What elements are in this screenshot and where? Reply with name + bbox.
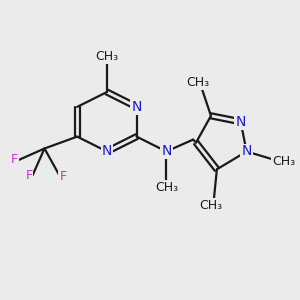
Text: CH₃: CH₃ [186,76,209,89]
Text: N: N [242,145,252,158]
Text: N: N [102,145,112,158]
Text: F: F [59,170,67,183]
Text: F: F [26,169,33,182]
Text: N: N [236,115,246,129]
Text: F: F [11,153,18,166]
Text: CH₃: CH₃ [155,181,178,194]
Text: N: N [131,100,142,114]
Text: N: N [161,145,172,158]
Text: CH₃: CH₃ [200,199,223,212]
Text: CH₃: CH₃ [95,50,119,63]
Text: CH₃: CH₃ [272,155,295,168]
